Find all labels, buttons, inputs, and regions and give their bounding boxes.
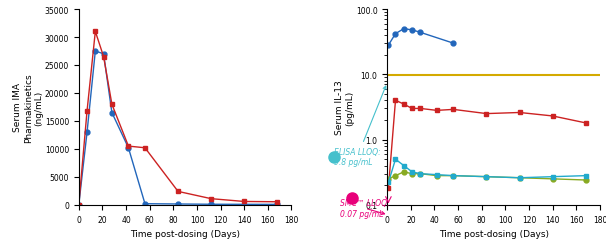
- PLACEBO: [433, 174, 441, 176]
- Line: IMA-026: IMA-026: [386, 27, 456, 48]
- PLACEBO: [450, 174, 457, 178]
- IMA-638: [400, 103, 407, 106]
- IMA-026: [385, 44, 392, 48]
- PLACEBO: [385, 178, 392, 181]
- IMA-638: [108, 103, 116, 106]
- IMA-638: [100, 56, 107, 59]
- Text: ELISA LLOQ:
9.8 pg/mL: ELISA LLOQ: 9.8 pg/mL: [334, 87, 386, 166]
- IMA-026: [408, 29, 416, 32]
- IMA-638: [450, 108, 457, 112]
- IMA-638: [483, 113, 490, 116]
- PLACEBO: [582, 174, 590, 178]
- IMA-026: [400, 28, 407, 31]
- IMA-026: [100, 53, 107, 56]
- Line: PLACEBO: PLACEBO: [386, 157, 588, 185]
- IMA-638: [207, 197, 215, 200]
- IMA-638: [433, 110, 441, 112]
- Y-axis label: Serum IMA
Pharmakinetics
(ng/mL): Serum IMA Pharmakinetics (ng/mL): [13, 73, 43, 142]
- IMA-638: [408, 108, 416, 110]
- PLACEBO: [516, 176, 523, 180]
- IMA-638: [582, 122, 590, 125]
- IMA-026: [108, 112, 116, 114]
- Y-axis label: Serum IL-13
(pg/mL): Serum IL-13 (pg/mL): [335, 80, 355, 135]
- PLACEBO: [582, 179, 590, 182]
- IMA-026: [84, 131, 91, 134]
- PLACEBO: [549, 176, 556, 178]
- IMA-638: [141, 147, 148, 150]
- IMA-638: [516, 112, 523, 114]
- IMA-638: [84, 110, 91, 113]
- X-axis label: Time post-dosing (Days): Time post-dosing (Days): [439, 229, 548, 238]
- PLACEBO: [483, 176, 490, 178]
- PLACEBO: [408, 171, 416, 174]
- IMA-638: [175, 190, 182, 193]
- IMA-026: [392, 33, 399, 36]
- IMA-026: [274, 203, 281, 206]
- IMA-638: [125, 145, 132, 148]
- IMA-026: [417, 32, 424, 35]
- IMA-638: [241, 200, 248, 203]
- PLACEBO: [392, 174, 399, 178]
- PLACEBO: [417, 172, 424, 176]
- PLACEBO: [450, 174, 457, 178]
- IMA-638: [75, 204, 82, 206]
- Line: IMA-638: IMA-638: [386, 98, 588, 191]
- PLACEBO: [417, 172, 424, 176]
- PLACEBO: [400, 171, 407, 174]
- X-axis label: Time post-dosing (Days): Time post-dosing (Days): [130, 229, 240, 238]
- Text: SMC™ LLOQ:
0.07 pg/mL: SMC™ LLOQ: 0.07 pg/mL: [340, 199, 390, 218]
- PLACEBO: [549, 178, 556, 181]
- IMA-026: [125, 147, 132, 150]
- Line: IMA-026: IMA-026: [76, 49, 280, 208]
- PLACEBO: [516, 176, 523, 180]
- PLACEBO: [392, 158, 399, 161]
- PLACEBO: [483, 176, 490, 178]
- IMA-026: [175, 203, 182, 206]
- IMA-026: [450, 42, 457, 45]
- IMA-026: [207, 203, 215, 206]
- PLACEBO: [400, 164, 407, 167]
- IMA-026: [92, 50, 99, 53]
- PLACEBO: [433, 174, 441, 178]
- Line: IMA-638: IMA-638: [76, 30, 280, 208]
- PLACEBO: [385, 181, 392, 184]
- IMA-638: [385, 187, 392, 190]
- IMA-638: [549, 115, 556, 118]
- Line: PLACEBO: PLACEBO: [386, 170, 588, 183]
- PLACEBO: [408, 172, 416, 176]
- IMA-638: [274, 200, 281, 203]
- IMA-638: [417, 108, 424, 110]
- IMA-638: [92, 31, 99, 34]
- IMA-026: [75, 204, 82, 206]
- IMA-026: [141, 202, 148, 205]
- IMA-638: [392, 99, 399, 102]
